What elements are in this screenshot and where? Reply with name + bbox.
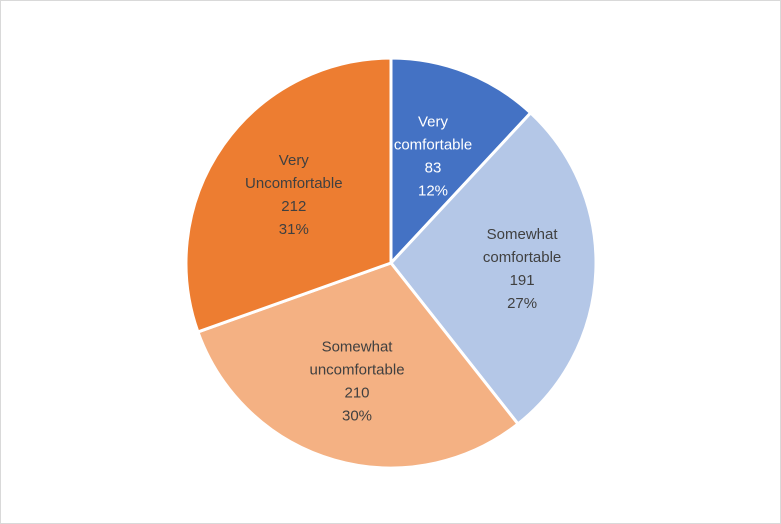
data-label-percent: 27% — [507, 295, 537, 312]
data-label-value: 191 — [510, 272, 535, 289]
data-label-somewhat-uncomfortable: Somewhat uncomfortable 210 30% — [309, 339, 404, 425]
data-label-value: 210 — [345, 385, 370, 402]
data-label-percent: 12% — [418, 183, 448, 200]
data-label-category-line: comfortable — [394, 137, 472, 154]
data-label-category-line: Very — [279, 152, 310, 169]
data-label-category-line: Very — [418, 114, 449, 131]
data-label-value: 83 — [425, 160, 442, 177]
data-label-percent: 30% — [342, 408, 372, 425]
data-label-category-line: uncomfortable — [309, 362, 404, 379]
pie-slice-somewhat-uncomfortable — [196, 261, 520, 470]
data-label-value: 212 — [281, 198, 306, 215]
data-label-category-line: Somewhat — [487, 226, 559, 243]
data-label-somewhat-comfortable: Somewhat comfortable 191 27% — [483, 226, 561, 312]
data-label-category-line: Somewhat — [322, 339, 394, 356]
pie-slice-very-uncomfortable — [184, 56, 393, 334]
pie-slice-very-comfortable — [389, 56, 533, 265]
data-label-category-line: Uncomfortable — [245, 175, 343, 192]
pie-slice-somewhat-comfortable — [389, 111, 598, 426]
data-label-very-comfortable: Very comfortable 83 12% — [394, 114, 472, 200]
data-label-very-uncomfortable: Very Uncomfortable 212 31% — [245, 152, 343, 238]
data-label-percent: 31% — [279, 221, 309, 238]
data-label-category-line: comfortable — [483, 249, 561, 266]
